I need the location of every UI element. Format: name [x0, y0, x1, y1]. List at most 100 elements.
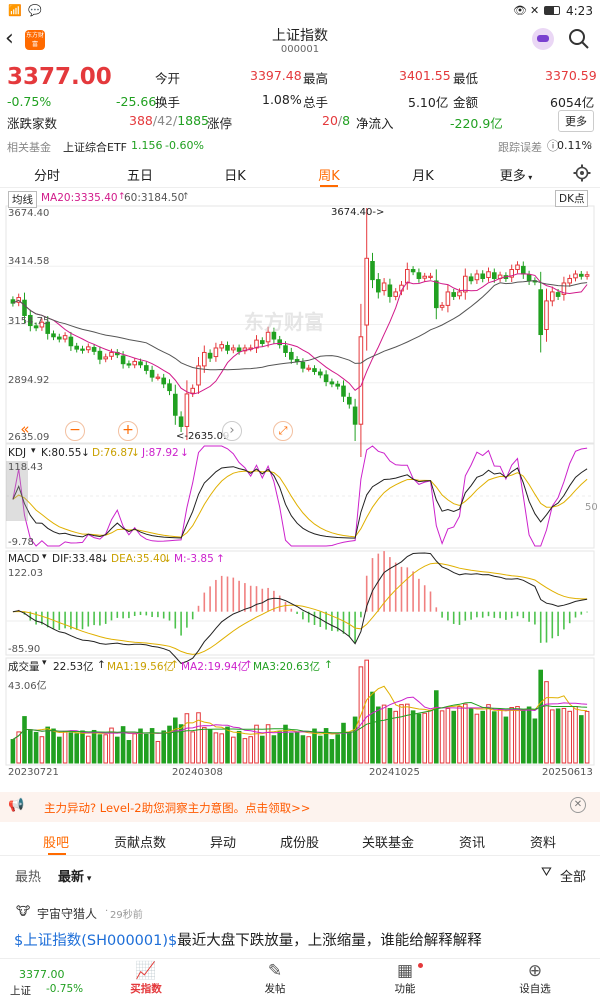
user-avatar[interactable]: 🐮	[16, 904, 31, 918]
dk-point-button[interactable]: DK点	[555, 190, 589, 207]
volume-bar	[573, 706, 578, 764]
fullscreen-button[interactable]: ⤢	[273, 421, 293, 441]
x-date-1: 20230721	[8, 767, 59, 778]
sort-hot[interactable]: 最热	[15, 870, 42, 885]
candle-body	[544, 300, 549, 330]
zoom-out-button[interactable]: −	[65, 421, 85, 441]
macd-dea-arrow: ↓	[163, 553, 172, 565]
notification-dot	[418, 963, 423, 968]
tracking-value: 0.11%	[557, 139, 592, 152]
volume-ma2-arrow: ↑	[244, 659, 253, 671]
buy-index-button[interactable]: 📈 买指数	[111, 961, 181, 996]
tab-more[interactable]: 更多 ▾	[499, 169, 533, 184]
filter-icon[interactable]: ⛛	[541, 865, 552, 880]
macd-m-arrow: ↑	[216, 553, 225, 565]
back-arrow-icon[interactable]: ‹	[5, 26, 14, 51]
candle-body	[167, 383, 172, 392]
candle-body	[370, 261, 375, 281]
tab-weekly-k[interactable]: 周K	[318, 169, 340, 184]
tab-minute[interactable]: 分时	[33, 169, 60, 184]
post-button[interactable]: ✎ 发帖	[240, 961, 310, 996]
candle-body	[97, 350, 103, 360]
fund-name[interactable]: 上证综合ETF	[63, 141, 127, 154]
tab-contribution[interactable]: 贡献点数	[114, 836, 167, 851]
tab-five-day[interactable]: 五日	[126, 169, 153, 184]
macd-dif: DIF:33.48	[52, 553, 103, 565]
tab-profile[interactable]: 资料	[530, 836, 557, 851]
app-logo[interactable]: 东方财富	[25, 30, 45, 50]
grid-icon: ▦	[396, 961, 414, 981]
candle-body	[474, 273, 480, 281]
sort-latest[interactable]: 最新 ▾	[58, 870, 92, 885]
more-button[interactable]: 更多	[558, 110, 594, 132]
y-axis-label-1: 3674.40	[8, 208, 50, 219]
candle-body	[555, 292, 561, 297]
volume-bar	[352, 716, 358, 764]
post-content[interactable]: $上证指数(SH000001)$最近大盘下跌放量，上涨缩量，谁能给解释解释	[14, 929, 482, 950]
kdj-name[interactable]: KDJ	[8, 447, 27, 459]
tab-components[interactable]: 成份股	[280, 836, 320, 851]
kdj-j: J:87.92	[142, 447, 179, 459]
tab-news[interactable]: 资讯	[459, 836, 486, 851]
gear-icon[interactable]	[573, 164, 591, 182]
filter-all[interactable]: 全部	[560, 870, 587, 885]
volume-bar	[474, 713, 480, 764]
low-label: 最低	[453, 71, 479, 86]
zoom-in-button[interactable]: +	[118, 421, 138, 441]
volume-ma3: MA3:20.63亿	[253, 661, 321, 673]
chevron-right-icon[interactable]: ›	[588, 137, 593, 150]
volume-bar	[399, 704, 404, 764]
functions-button[interactable]: ▦ 功能	[370, 961, 440, 996]
volume-bar	[28, 729, 33, 764]
active-community-tab-indicator	[48, 853, 66, 855]
ma-toggle-button[interactable]: 均线	[8, 191, 37, 208]
volume-bar	[480, 710, 485, 764]
candle-body	[231, 347, 236, 351]
kline-chart[interactable]	[0, 188, 600, 788]
tab-monthly-k[interactable]: 月K	[412, 169, 434, 184]
top-nav: ‹ 东方财富 上证指数 000001	[0, 22, 600, 60]
candle-body	[318, 371, 323, 376]
signal-icon: ✕	[530, 4, 540, 17]
volume-bar	[219, 733, 224, 764]
tab-anomaly[interactable]: 异动	[210, 836, 237, 851]
volume-bar	[393, 710, 398, 764]
volume-bar	[74, 733, 79, 764]
chevron-right-nav-icon[interactable]: ›	[222, 421, 242, 441]
post-author[interactable]: 宇宙守猎人	[37, 907, 98, 921]
stock-link[interactable]: $上证指数(SH000001)$	[14, 933, 178, 949]
help-icon[interactable]: ⓘ	[547, 139, 560, 153]
tab-guba[interactable]: 股吧	[43, 836, 70, 851]
volume-bar	[207, 729, 213, 764]
candle-body	[132, 360, 137, 366]
close-icon[interactable]: ✕	[570, 797, 586, 813]
volume-bar	[428, 709, 433, 764]
volume-dropdown-icon: ▾	[42, 658, 47, 668]
candle-body	[445, 291, 451, 306]
search-icon[interactable]	[568, 28, 590, 50]
scroll-left-button[interactable]: «	[20, 420, 30, 438]
volume-bar	[376, 706, 381, 764]
volume-bar	[457, 706, 462, 764]
volume-bar	[329, 739, 335, 764]
related-fund-row[interactable]: 相关基金 上证综合ETF 1.156 -0.60% 跟踪误差 ⓘ 0.11% ›	[0, 136, 600, 156]
volume-bar	[544, 681, 549, 764]
candle-body	[573, 273, 578, 279]
volume-bar	[155, 740, 161, 764]
candle-body	[144, 365, 149, 371]
post-item[interactable]: 🐮 宇宙守猎人 · 29秒前 $上证指数(SH000001)$最近大盘下跌放量，…	[0, 900, 600, 955]
kdj-k-line	[12, 466, 588, 539]
add-watchlist-button[interactable]: ⊕ 设自选	[500, 961, 570, 996]
volume-name[interactable]: 成交量	[8, 661, 40, 673]
macd-name[interactable]: MACD	[8, 553, 40, 565]
wifi-icon: 📶	[8, 4, 22, 17]
level2-banner[interactable]: 📢 主力异动? Level-2助您洞察主力意图。点击领取>> ✕	[0, 792, 600, 822]
banner-text[interactable]: 主力异动? Level-2助您洞察主力意图。点击领取>>	[44, 801, 311, 815]
candle-body	[173, 393, 178, 416]
candle-body	[213, 347, 219, 358]
robot-assistant-icon[interactable]	[532, 28, 554, 50]
volume-bar	[515, 706, 520, 764]
tab-related-funds[interactable]: 关联基金	[362, 836, 415, 851]
inflow-label: 净流入	[356, 116, 394, 131]
tab-daily-k[interactable]: 日K	[224, 169, 246, 184]
